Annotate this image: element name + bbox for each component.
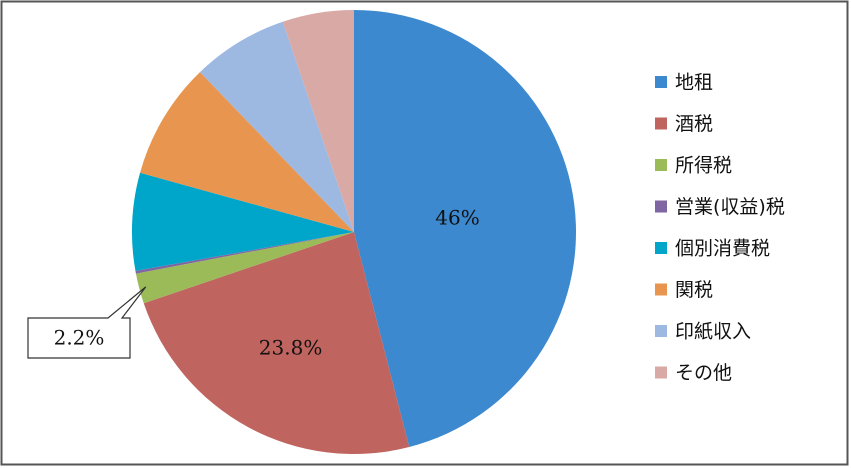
legend-swatch — [655, 76, 667, 88]
value-label: 23.8% — [259, 336, 323, 360]
pie-slice — [200, 21, 354, 233]
legend-label: 地租 — [675, 72, 713, 94]
pie-slice — [140, 72, 354, 232]
legend-swatch — [655, 325, 667, 337]
legend-swatch — [655, 283, 667, 296]
pie: 46% 23.8% 2.2% — [27, 10, 577, 454]
legend-label: 個別消費税 — [675, 238, 770, 260]
pie-slice — [135, 232, 354, 274]
legend-swatch — [655, 200, 667, 213]
legend-label: 関税 — [675, 279, 713, 301]
legend-label: 営業(収益)税 — [675, 196, 785, 218]
value-label: 46% — [435, 205, 479, 229]
pie-slice — [354, 10, 577, 448]
pie-slice — [135, 232, 354, 304]
pie-slice — [131, 172, 354, 271]
legend-label: 印紙収入 — [675, 321, 751, 343]
value-label: 2.2% — [54, 326, 105, 350]
callout-box — [27, 286, 147, 359]
pie-slice — [282, 10, 354, 232]
legend-swatch — [655, 159, 667, 171]
legend-label: 所得税 — [675, 155, 732, 177]
legend-label: その他 — [675, 362, 732, 384]
legend-swatch — [655, 242, 667, 254]
legend-label: 酒税 — [675, 113, 713, 135]
legend-swatch — [655, 366, 667, 379]
pie-slice — [143, 232, 410, 454]
legend-swatch — [655, 117, 667, 130]
